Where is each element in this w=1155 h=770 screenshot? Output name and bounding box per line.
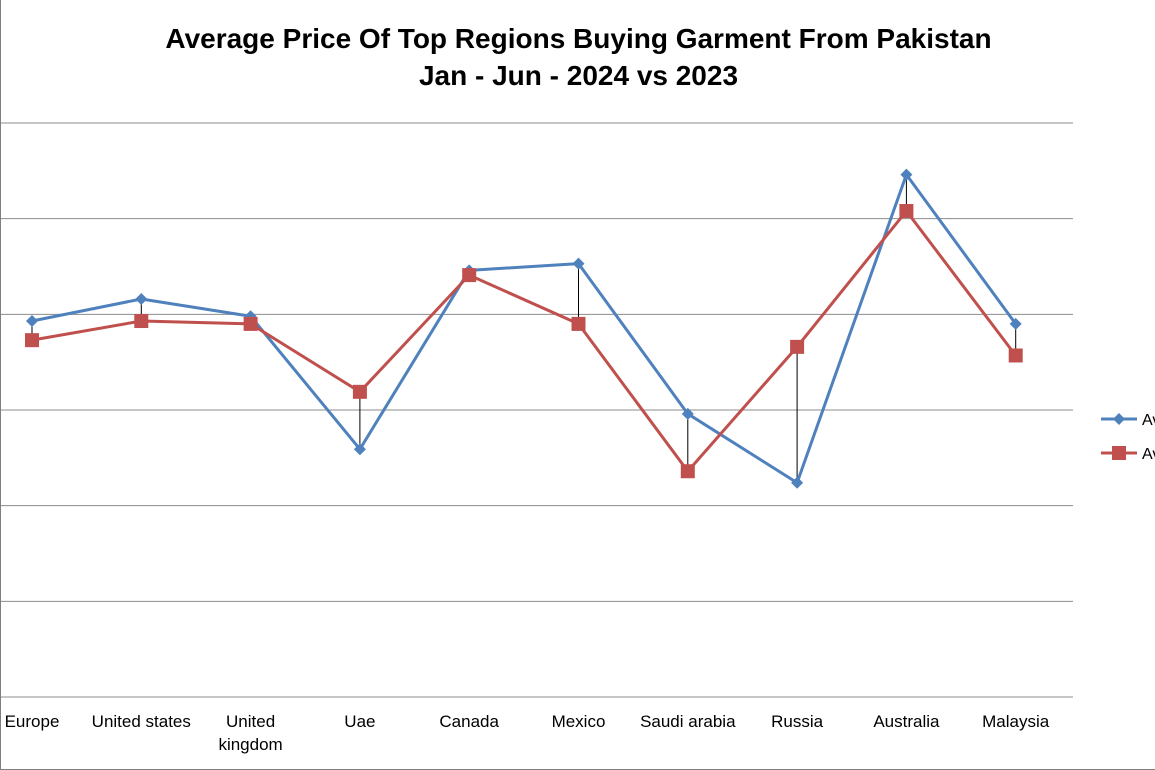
data-point — [899, 204, 914, 219]
data-point — [25, 333, 39, 348]
data-point — [900, 168, 913, 181]
chart-subtitle: Jan - Jun - 2024 vs 2023 — [418, 60, 739, 91]
data-point — [790, 339, 805, 354]
data-point — [1008, 348, 1023, 363]
data-point — [462, 268, 477, 283]
chart-title: Average Price Of Top Regions Buying Garm… — [1, 20, 1155, 94]
data-point — [571, 316, 586, 331]
legend-marker-2 — [1112, 446, 1126, 460]
x-tick-label: Canada — [439, 712, 499, 731]
x-tick-label: United — [226, 712, 275, 731]
data-point — [135, 293, 148, 306]
x-tick-label: Russia — [771, 712, 824, 731]
data-point — [353, 443, 366, 456]
data-point — [681, 407, 694, 420]
x-tick-label: Europe — [5, 712, 60, 731]
data-point — [680, 464, 695, 479]
x-tick-label: Mexico — [552, 712, 606, 731]
series-line-2 — [31, 209, 1017, 473]
series-line-1 — [31, 173, 1017, 485]
x-tick-label: Australia — [873, 712, 940, 731]
data-point — [572, 257, 585, 270]
data-point — [243, 316, 258, 331]
data-point — [26, 315, 38, 328]
x-tick-label: kingdom — [218, 735, 282, 754]
chart-title-line-1: Average Price Of Top Regions Buying Garm… — [165, 23, 992, 54]
x-tick-label: Uae — [344, 712, 375, 731]
legend-label-1: Av — [1142, 412, 1155, 429]
x-tick-label: Malaysia — [982, 712, 1050, 731]
x-tick-label: United states — [92, 712, 191, 731]
legend-marker-1 — [1113, 413, 1125, 425]
data-point — [1009, 317, 1022, 330]
data-point — [352, 384, 367, 399]
legend-label-2: Av — [1142, 446, 1155, 463]
data-point — [134, 314, 149, 329]
x-tick-label: Saudi arabia — [640, 712, 736, 731]
data-point — [791, 476, 804, 489]
